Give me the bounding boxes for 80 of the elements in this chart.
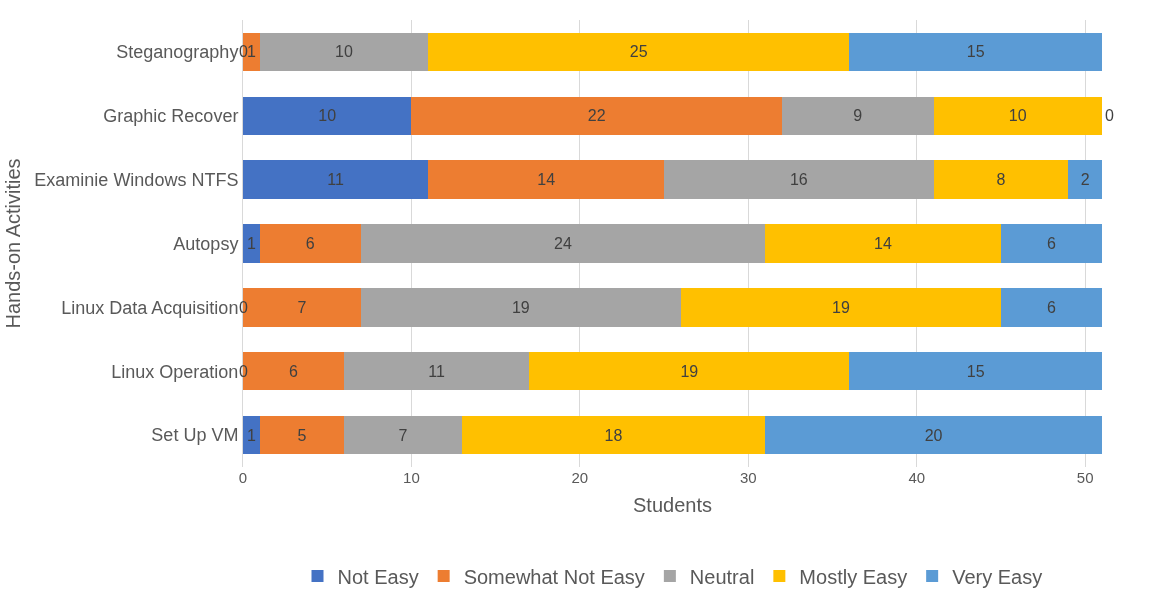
- data-label: 14: [874, 235, 892, 252]
- data-label: 10: [1008, 107, 1027, 125]
- data-label: 25: [629, 43, 648, 61]
- bar: [529, 352, 850, 391]
- y-tick-label: Steganography: [116, 42, 239, 63]
- data-label: 15: [966, 362, 985, 380]
- y-tick-label: Graphic Recover: [103, 106, 239, 127]
- x-tick-label: 50: [1076, 469, 1094, 486]
- bar: [411, 96, 782, 135]
- data-label: 6: [305, 235, 315, 252]
- data-label: 9: [853, 107, 863, 125]
- bar: [344, 415, 462, 455]
- bar: [664, 160, 934, 199]
- y-tick-label: Set Up VM: [151, 425, 239, 446]
- data-label: 20: [924, 426, 943, 444]
- data-label: 11: [428, 362, 446, 380]
- bar: [243, 160, 429, 199]
- data-label: 7: [398, 426, 408, 444]
- bar: [933, 160, 1069, 199]
- bar: [461, 415, 766, 455]
- x-tick-label: 30: [739, 469, 757, 486]
- data-label: 6: [1046, 235, 1056, 252]
- data-label: 18: [604, 426, 623, 444]
- bar: [428, 160, 665, 199]
- data-label: 22: [587, 107, 606, 125]
- bar: [360, 224, 766, 263]
- y-axis-title: Hands-on Activities: [1, 158, 24, 329]
- bar: [259, 224, 361, 263]
- y-tick-label: Examinie Windows NTFS: [34, 169, 239, 190]
- legend-label: Mostly Easy: [799, 565, 908, 588]
- bar: [259, 32, 429, 72]
- bar: [781, 96, 934, 135]
- bar: [849, 352, 1102, 391]
- x-tick-label: 40: [908, 469, 926, 486]
- bar: [1000, 224, 1102, 263]
- data-label: 10: [318, 107, 337, 125]
- x-tick-label: 20: [571, 469, 589, 486]
- data-label: 1: [246, 43, 256, 61]
- data-label: 15: [966, 43, 985, 61]
- x-tick-label: 10: [403, 469, 420, 486]
- data-label: 1: [246, 235, 256, 252]
- data-label: 16: [789, 171, 808, 189]
- data-label: 6: [1046, 298, 1056, 316]
- data-label: 6: [289, 362, 299, 380]
- bar: [680, 288, 1001, 327]
- bar: [1068, 160, 1102, 199]
- bar: [243, 224, 260, 263]
- x-axis-title: Students: [633, 493, 712, 516]
- legend-label: Neutral: [689, 565, 755, 588]
- bar: [259, 415, 345, 455]
- bar: [360, 288, 681, 327]
- y-tick-label: Linux Operation: [111, 361, 239, 382]
- bar: [428, 32, 850, 72]
- bar: [933, 96, 1102, 135]
- data-label: 7: [297, 298, 307, 316]
- bar: [1000, 288, 1102, 327]
- bar: [243, 96, 412, 135]
- data-label: 2: [1080, 171, 1090, 189]
- data-label: 24: [554, 235, 572, 252]
- data-label: 11: [327, 171, 344, 189]
- data-label: 19: [680, 362, 699, 380]
- legend-label: Very Easy: [952, 565, 1043, 588]
- data-label: 1: [246, 426, 256, 444]
- bar: [849, 32, 1102, 72]
- bar: [765, 224, 1001, 263]
- y-tick-label: Linux Data Acquisition: [61, 297, 239, 318]
- bar: [765, 415, 1102, 455]
- data-label: 10: [335, 43, 353, 61]
- legend-label: Somewhat Not Easy: [463, 565, 645, 588]
- x-tick-label: 0: [238, 469, 248, 486]
- bar: [243, 415, 260, 455]
- data-label: 5: [297, 426, 307, 444]
- data-label: 19: [511, 298, 530, 316]
- data-label: 8: [996, 171, 1006, 189]
- data-label: 19: [831, 298, 850, 316]
- data-label: 14: [537, 171, 556, 189]
- legend-label: Not Easy: [337, 565, 419, 588]
- data-label: 0: [1105, 107, 1114, 125]
- y-tick-label: Autopsy: [173, 233, 239, 254]
- bar: [344, 352, 530, 391]
